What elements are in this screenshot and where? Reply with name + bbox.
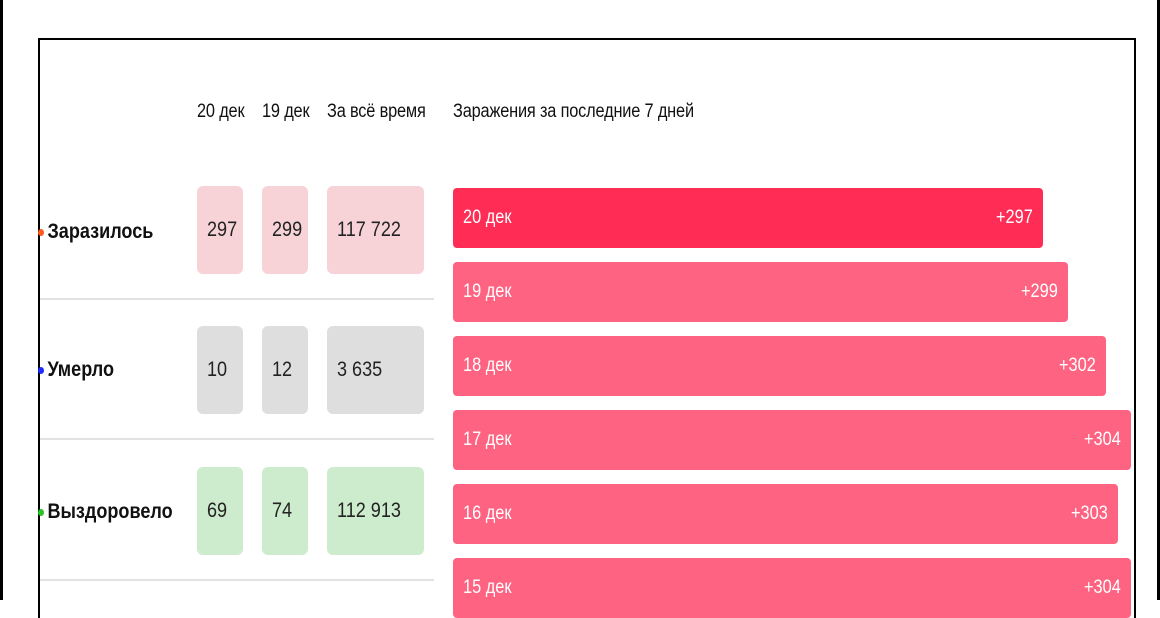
- bar-1: 19 дек +299: [453, 262, 1068, 322]
- cell-infected-day1: 297: [197, 186, 243, 274]
- bar-date-label: 16 дек: [463, 503, 512, 524]
- row-label-text: Заразилось: [47, 220, 154, 243]
- bar-value-label: +299: [1021, 281, 1058, 302]
- bar-5: 15 дек +304: [453, 558, 1131, 618]
- cell-recovered-total: 112 913: [327, 467, 424, 555]
- row-label-infected: Заразилось: [38, 220, 153, 244]
- row-label-died: Умерло: [38, 358, 114, 382]
- bar-2: 18 дек +302: [453, 336, 1106, 396]
- cell-value: 3 635: [337, 358, 383, 381]
- bar-0: 20 дек +297: [453, 188, 1043, 248]
- bar-value-label: +304: [1084, 577, 1121, 598]
- bar-3: 17 дек +304: [453, 410, 1131, 470]
- row-divider: [40, 579, 434, 581]
- row-dot-died: [38, 366, 45, 374]
- cell-value: 299: [272, 218, 303, 241]
- cell-died-total: 3 635: [327, 326, 424, 414]
- bar-date-label: 20 дек: [463, 207, 512, 228]
- cell-value: 69: [207, 499, 228, 522]
- cell-recovered-day1: 69: [197, 467, 243, 555]
- cell-infected-total: 117 722: [327, 186, 424, 274]
- cell-value: 10: [207, 358, 228, 381]
- bar-date-label: 19 дек: [463, 281, 512, 302]
- bar-date-label: 18 дек: [463, 355, 512, 376]
- row-dot-infected: [38, 228, 45, 236]
- row-divider: [40, 438, 434, 440]
- bar-value-label: +302: [1059, 355, 1096, 376]
- row-label-text: Умерло: [47, 358, 115, 381]
- cell-value: 74: [272, 499, 293, 522]
- frame-left-border: [0, 0, 3, 600]
- row-label-text: Выздоровело: [47, 500, 173, 523]
- chart-title: Заражения за последние 7 дней: [453, 101, 694, 122]
- cell-value: 12: [272, 358, 293, 381]
- bar-date-label: 17 дек: [463, 429, 512, 450]
- header-col-1: 20 дек: [197, 101, 245, 122]
- bar-value-label: +297: [996, 207, 1033, 228]
- bar-value-label: +303: [1071, 503, 1108, 524]
- row-divider: [40, 298, 434, 300]
- row-label-recovered: Выздоровело: [38, 500, 173, 524]
- row-dot-recovered: [38, 508, 45, 516]
- cell-died-day2: 12: [262, 326, 308, 414]
- cell-value: 112 913: [337, 499, 401, 522]
- cell-recovered-day2: 74: [262, 467, 308, 555]
- bar-value-label: +304: [1084, 429, 1121, 450]
- header-col-2: 19 дек: [262, 101, 310, 122]
- bar-date-label: 15 дек: [463, 577, 512, 598]
- frame-right-border: [1157, 0, 1160, 600]
- header-col-3: За всё время: [327, 101, 426, 122]
- cell-value: 117 722: [337, 218, 401, 241]
- cell-value: 297: [207, 218, 238, 241]
- bar-4: 16 дек +303: [453, 484, 1118, 544]
- cell-infected-day2: 299: [262, 186, 308, 274]
- cell-died-day1: 10: [197, 326, 243, 414]
